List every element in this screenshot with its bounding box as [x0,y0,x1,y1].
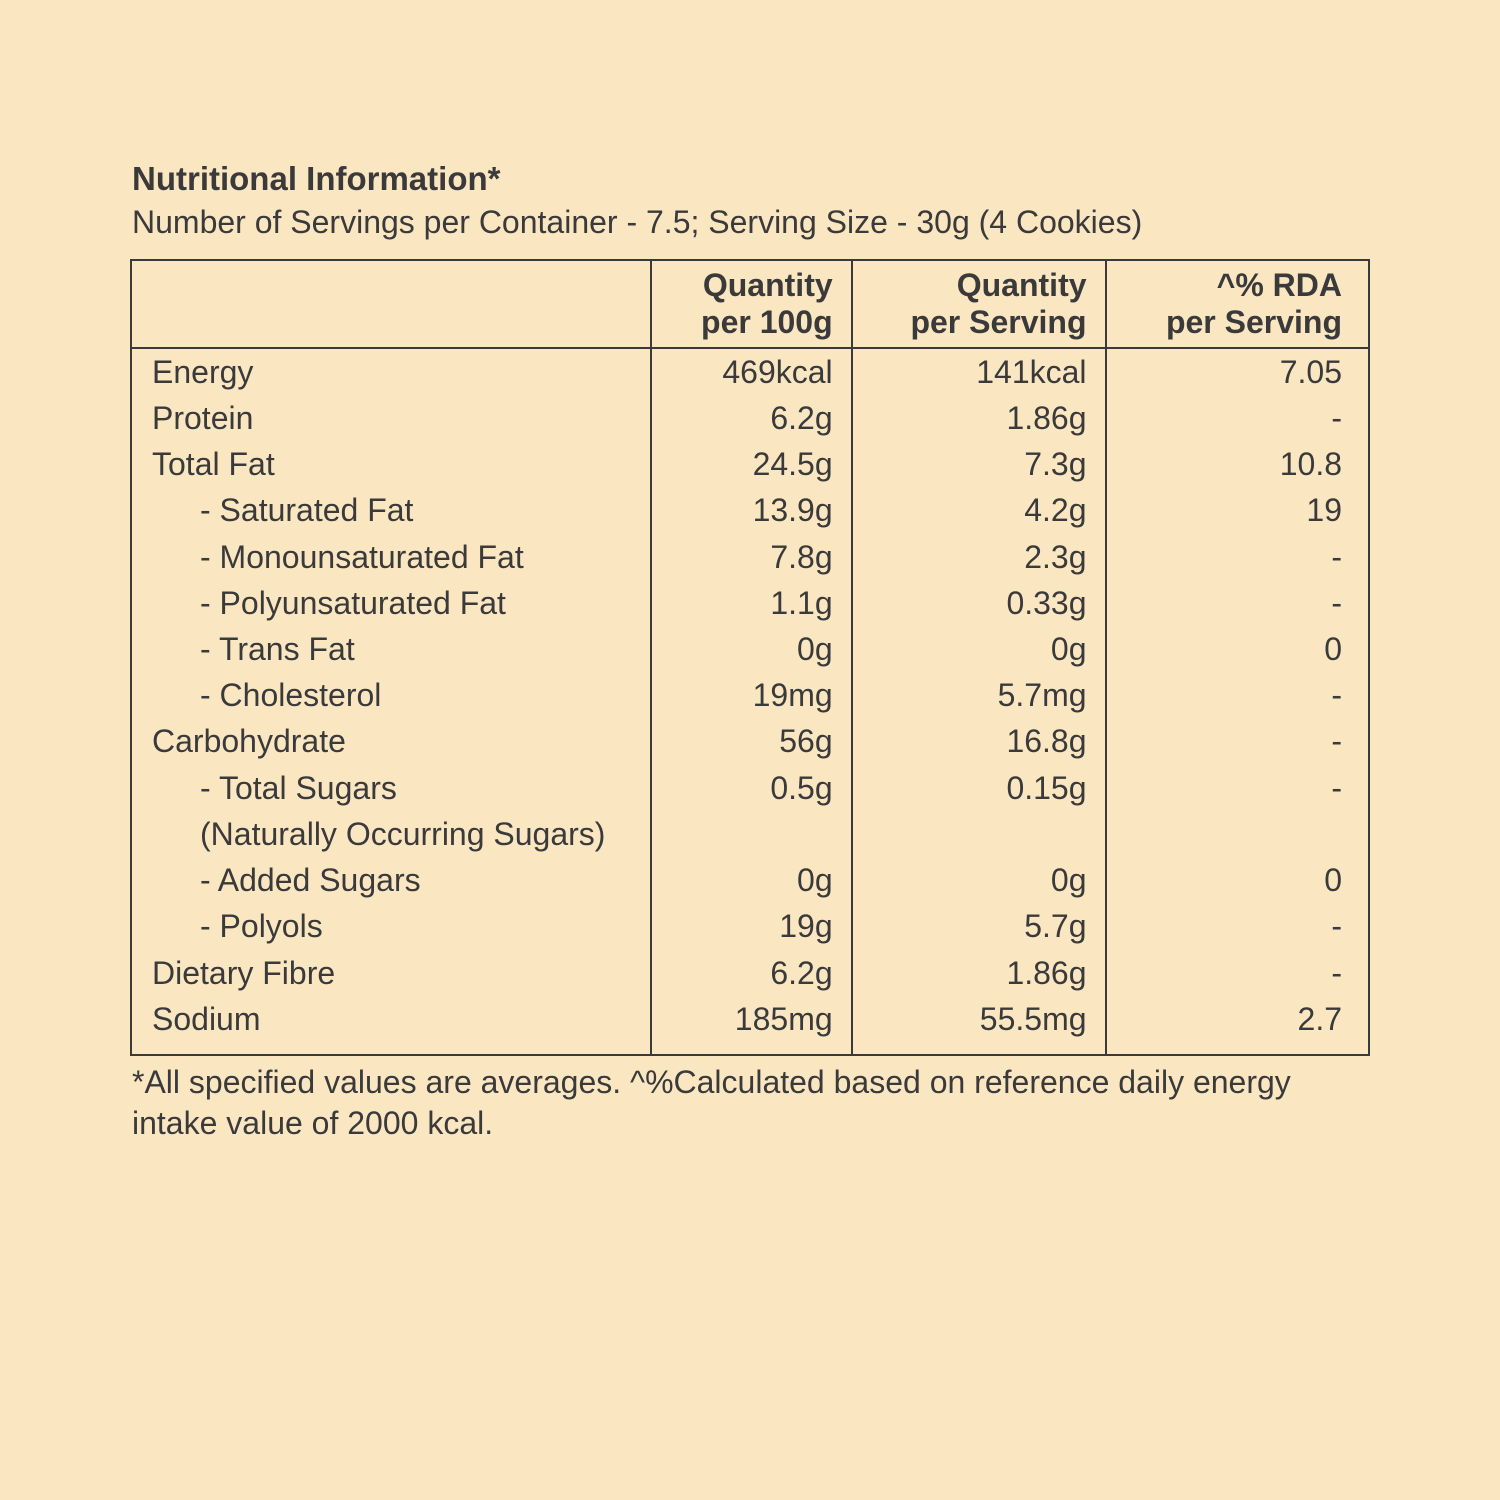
table-row: - Polyunsaturated Fat1.1g0.33g- [131,580,1369,626]
qty-per-serving: 16.8g [852,718,1106,764]
table-row: Carbohydrate56g16.8g- [131,718,1369,764]
table-row: - Monounsaturated Fat7.8g2.3g- [131,534,1369,580]
col-header-rda: ^% RDAper Serving [1106,260,1369,348]
table-row: Sodium185mg55.5mg2.7 [131,996,1369,1055]
nutrient-label: - Added Sugars [131,857,651,903]
nutrient-label: Carbohydrate [131,718,651,764]
rda-per-serving: - [1106,765,1369,811]
qty-per-100g [651,811,852,857]
rda-per-serving: 0 [1106,857,1369,903]
table-row: - Polyols19g5.7g- [131,903,1369,949]
nutrient-label: Sodium [131,996,651,1055]
nutrient-label: - Saturated Fat [131,487,651,533]
nutrient-label: Protein [131,395,651,441]
nutrient-label: - Total Sugars [131,765,651,811]
rda-per-serving: - [1106,672,1369,718]
qty-per-100g: 56g [651,718,852,764]
rda-per-serving: - [1106,950,1369,996]
qty-per-serving: 5.7g [852,903,1106,949]
nutrient-label: Energy [131,348,651,395]
table-row: - Total Sugars0.5g0.15g- [131,765,1369,811]
panel-subtitle: Number of Servings per Container - 7.5; … [132,204,1370,241]
footnote: *All specified values are averages. ^%Ca… [130,1062,1370,1144]
qty-per-serving: 2.3g [852,534,1106,580]
table-row: - Added Sugars0g0g0 [131,857,1369,903]
table-row: (Naturally Occurring Sugars) [131,811,1369,857]
rda-per-serving [1106,811,1369,857]
qty-per-serving: 55.5mg [852,996,1106,1055]
nutrition-table: Quantityper 100g Quantityper Serving ^% … [130,259,1370,1056]
table-row: - Cholesterol19mg5.7mg- [131,672,1369,718]
nutrition-table-body: Energy469kcal141kcal7.05Protein6.2g1.86g… [131,348,1369,1056]
qty-per-serving: 1.86g [852,950,1106,996]
table-row: Total Fat24.5g7.3g10.8 [131,441,1369,487]
rda-per-serving: 7.05 [1106,348,1369,395]
qty-per-serving: 0g [852,857,1106,903]
rda-per-serving: 2.7 [1106,996,1369,1055]
nutrient-label: - Polyunsaturated Fat [131,580,651,626]
rda-per-serving: 10.8 [1106,441,1369,487]
qty-per-serving: 0.33g [852,580,1106,626]
qty-per-100g: 7.8g [651,534,852,580]
qty-per-serving [852,811,1106,857]
rda-per-serving: - [1106,395,1369,441]
qty-per-100g: 6.2g [651,950,852,996]
qty-per-100g: 0.5g [651,765,852,811]
qty-per-serving: 0g [852,626,1106,672]
qty-per-100g: 24.5g [651,441,852,487]
qty-per-serving: 7.3g [852,441,1106,487]
nutrient-label: - Monounsaturated Fat [131,534,651,580]
table-row: Energy469kcal141kcal7.05 [131,348,1369,395]
qty-per-100g: 0g [651,857,852,903]
qty-per-serving: 1.86g [852,395,1106,441]
qty-per-100g: 6.2g [651,395,852,441]
qty-per-100g: 13.9g [651,487,852,533]
table-row: - Saturated Fat13.9g4.2g19 [131,487,1369,533]
rda-per-serving: - [1106,580,1369,626]
table-row: - Trans Fat0g0g0 [131,626,1369,672]
rda-per-serving: - [1106,718,1369,764]
qty-per-100g: 19g [651,903,852,949]
nutrient-label: (Naturally Occurring Sugars) [131,811,651,857]
nutrient-label: Dietary Fibre [131,950,651,996]
qty-per-100g: 1.1g [651,580,852,626]
qty-per-100g: 469kcal [651,348,852,395]
rda-per-serving: - [1106,534,1369,580]
qty-per-100g: 185mg [651,996,852,1055]
nutrient-label: - Polyols [131,903,651,949]
qty-per-serving: 0.15g [852,765,1106,811]
nutrient-label: - Cholesterol [131,672,651,718]
table-row: Protein6.2g1.86g- [131,395,1369,441]
nutrition-panel: Nutritional Information* Number of Servi… [0,0,1500,1144]
table-row: Dietary Fibre6.2g1.86g- [131,950,1369,996]
rda-per-serving: - [1106,903,1369,949]
rda-per-serving: 0 [1106,626,1369,672]
table-header-row: Quantityper 100g Quantityper Serving ^% … [131,260,1369,348]
nutrient-label: Total Fat [131,441,651,487]
qty-per-serving: 4.2g [852,487,1106,533]
qty-per-serving: 141kcal [852,348,1106,395]
nutrient-label: - Trans Fat [131,626,651,672]
col-header-qserv: Quantityper Serving [852,260,1106,348]
col-header-blank [131,260,651,348]
panel-title: Nutritional Information* [132,160,1370,198]
col-header-q100: Quantityper 100g [651,260,852,348]
qty-per-100g: 19mg [651,672,852,718]
qty-per-serving: 5.7mg [852,672,1106,718]
qty-per-100g: 0g [651,626,852,672]
rda-per-serving: 19 [1106,487,1369,533]
